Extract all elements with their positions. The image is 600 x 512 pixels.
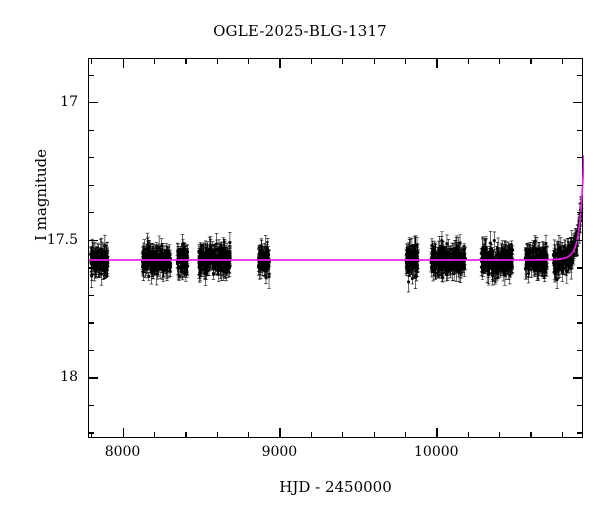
x-tick-bottom xyxy=(310,432,313,438)
x-tick-bottom xyxy=(122,428,124,438)
y-tick-left xyxy=(88,184,94,186)
x-tick-top xyxy=(342,58,344,64)
x-tick-bottom xyxy=(373,432,375,438)
x-tick-label: 9000 xyxy=(261,444,298,460)
y-tick-label: 17 xyxy=(60,94,78,111)
y-axis-label: I magnitude xyxy=(32,148,50,242)
y-tick-right xyxy=(577,157,583,159)
y-tick-left xyxy=(88,294,94,297)
x-tick-bottom xyxy=(467,432,469,438)
x-tick-top xyxy=(561,58,564,64)
y-tick-left xyxy=(88,377,98,379)
page-title: OGLE-2025-BLG-1317 xyxy=(213,22,387,40)
x-axis-label: HJD - 2450000 xyxy=(279,478,392,496)
y-tick-left xyxy=(88,212,94,214)
x-tick-label: 10000 xyxy=(414,444,459,460)
y-tick-left xyxy=(88,129,94,131)
y-tick-right xyxy=(577,294,583,297)
y-tick-right xyxy=(577,212,583,214)
y-tick-right xyxy=(577,404,583,407)
x-tick-top xyxy=(404,58,407,64)
y-tick-left xyxy=(88,432,94,434)
x-tick-top xyxy=(185,58,187,64)
x-tick-top xyxy=(467,58,469,64)
x-tick-bottom xyxy=(153,432,156,438)
y-tick-right xyxy=(577,267,583,269)
x-tick-top xyxy=(279,58,281,68)
y-tick-left xyxy=(88,102,98,104)
y-tick-left xyxy=(88,267,94,269)
y-tick-label: 17.5 xyxy=(46,231,78,248)
x-tick-top xyxy=(216,58,218,64)
y-tick-left xyxy=(88,349,94,352)
x-tick-bottom xyxy=(561,432,564,438)
x-tick-label: 8000 xyxy=(104,444,141,460)
y-tick-right xyxy=(577,74,583,76)
data-points xyxy=(89,196,584,293)
y-tick-left xyxy=(88,239,98,242)
x-tick-top xyxy=(248,58,250,64)
x-tick-top xyxy=(91,58,93,64)
x-tick-top xyxy=(436,58,438,68)
y-tick-left xyxy=(88,157,94,159)
x-tick-bottom xyxy=(248,432,250,438)
y-tick-right xyxy=(573,239,583,242)
x-tick-bottom xyxy=(436,428,438,438)
y-tick-right xyxy=(577,432,583,434)
y-tick-right xyxy=(573,102,583,104)
x-tick-top xyxy=(122,58,124,68)
x-tick-top xyxy=(530,58,532,64)
y-tick-left xyxy=(88,322,94,324)
x-tick-bottom xyxy=(530,432,532,438)
y-tick-label: 18 xyxy=(60,369,78,386)
y-tick-left xyxy=(88,74,94,76)
x-tick-top xyxy=(310,58,313,64)
model-curve xyxy=(89,155,584,261)
y-tick-right xyxy=(573,377,583,379)
y-tick-right xyxy=(577,184,583,186)
x-tick-bottom xyxy=(91,432,93,438)
x-tick-top xyxy=(373,58,375,64)
x-tick-top xyxy=(499,58,501,64)
x-tick-bottom xyxy=(185,432,187,438)
x-tick-bottom xyxy=(279,428,281,438)
y-tick-right xyxy=(577,129,583,131)
scatter-plot xyxy=(89,155,584,293)
y-tick-left xyxy=(88,404,94,407)
plot-area xyxy=(88,58,584,438)
y-tick-right xyxy=(577,349,583,352)
x-tick-bottom xyxy=(404,432,407,438)
x-tick-bottom xyxy=(216,432,218,438)
x-tick-bottom xyxy=(499,432,501,438)
x-tick-top xyxy=(153,58,156,64)
x-tick-bottom xyxy=(342,432,344,438)
y-tick-right xyxy=(577,322,583,324)
data-layer xyxy=(89,59,584,437)
